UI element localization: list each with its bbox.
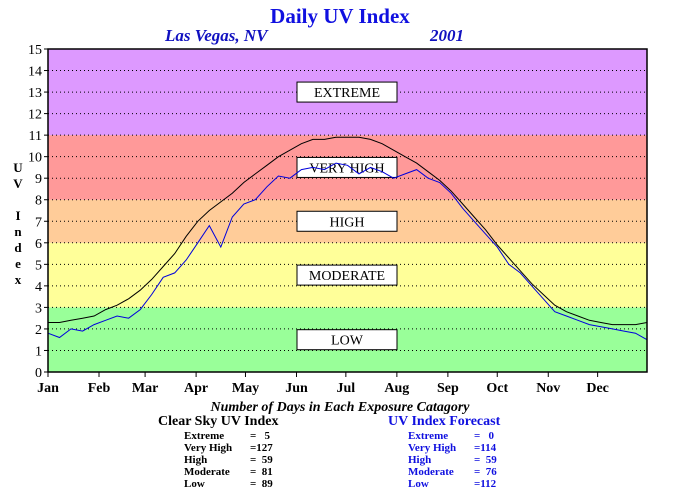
forecast-heading: UV Index Forecast (388, 414, 501, 429)
table-row-value: = 76 (474, 466, 497, 478)
series-line-forecast (47, 162, 648, 341)
x-tick-label: May (232, 381, 259, 396)
y-tick-label: 5 (35, 258, 42, 273)
y-axis-label-char: U (13, 160, 23, 175)
table-row: Very High =127 (184, 442, 273, 454)
chart-subtitle-year: 2001 (430, 26, 464, 45)
band-label: VERY HIGH (309, 161, 384, 176)
table-row-label: High (184, 454, 208, 466)
y-tick-label: 12 (28, 108, 42, 123)
table-row-value: = 89 (250, 478, 273, 490)
y-axis-label-char: d (14, 240, 22, 255)
table-row-label: Very High (408, 442, 457, 454)
table-row-value: =114 (474, 442, 497, 454)
y-axis-label-char: n (14, 224, 22, 239)
band-label-box (296, 264, 398, 286)
band-label: HIGH (330, 215, 365, 230)
table-row-value: = 0 (474, 430, 495, 442)
series-line-clear-sky (48, 136, 648, 326)
y-tick-label: 7 (35, 215, 42, 230)
x-tick-label: Feb (88, 381, 111, 396)
y-tick-label: 0 (35, 366, 42, 381)
y-axis-label-char: e (15, 256, 21, 271)
table-row: Extreme = 5 (184, 430, 270, 442)
y-tick-label: 2 (35, 323, 42, 338)
band-label-box (296, 210, 398, 232)
table-row: Extreme = 0 (408, 430, 494, 442)
y-tick-label: 14 (28, 65, 42, 80)
x-tick-label: Aug (384, 381, 409, 396)
table-row: Low =112 (408, 478, 496, 490)
y-tick-label: 4 (35, 280, 42, 295)
table-row-label: Extreme (184, 430, 225, 442)
table-row: Low = 89 (184, 478, 273, 490)
table-row-value: =127 (250, 442, 273, 454)
table-row-value: = 5 (250, 430, 271, 442)
y-tick-label: 15 (28, 43, 42, 58)
table-row-label: Moderate (184, 466, 230, 478)
y-tick-label: 10 (28, 151, 42, 166)
plot-frame (47, 48, 648, 373)
table-row-value: = 59 (250, 454, 273, 466)
y-tick-label: 8 (35, 194, 42, 209)
band-label-box (296, 156, 398, 178)
x-tick-label: Sep (437, 381, 459, 396)
table-row-value: = 59 (474, 454, 497, 466)
table-caption: Number of Days in Each Exposure Catagory (210, 400, 470, 415)
band-label-box (296, 81, 398, 103)
y-axis-label-char: I (15, 208, 21, 223)
table-row-label: High (408, 454, 432, 466)
y-tick-label: 1 (35, 344, 42, 359)
y-tick-label: 3 (35, 301, 42, 316)
chart-subtitle-location: Las Vegas, NV (165, 26, 268, 45)
table-row: High = 59 (184, 454, 273, 466)
y-tick-label: 13 (28, 86, 42, 101)
band-label: EXTREME (314, 86, 380, 101)
y-axis-label-char: x (14, 272, 22, 287)
band-label: LOW (331, 334, 364, 349)
x-tick-label: Jan (37, 381, 59, 396)
chart-title: Daily UV Index (270, 4, 410, 28)
y-tick-label: 6 (35, 237, 42, 252)
band-label-box (296, 329, 398, 351)
x-tick-label: Nov (536, 381, 560, 396)
y-tick-label: 9 (35, 172, 42, 187)
table-row: High = 59 (408, 454, 497, 466)
y-tick-label: 11 (29, 129, 42, 144)
table-row-label: Moderate (408, 466, 454, 478)
band-label: MODERATE (309, 269, 385, 284)
x-tick-label: Dec (586, 381, 609, 396)
table-row: Very High =114 (408, 442, 496, 454)
y-axis-label-char: V (13, 176, 23, 191)
table-row: Moderate = 81 (184, 466, 273, 478)
table-row-label: Very High (184, 442, 233, 454)
table-row-label: Low (184, 478, 205, 490)
table-row-label: Low (408, 478, 429, 490)
x-tick-label: Jul (337, 381, 356, 396)
x-tick-label: Apr (184, 381, 208, 396)
table-row: Moderate = 76 (408, 466, 497, 478)
table-row-value: = 81 (250, 466, 273, 478)
x-tick-label: Jun (285, 381, 308, 396)
clear-sky-heading: Clear Sky UV Index (158, 414, 279, 429)
x-tick-label: Oct (486, 381, 508, 396)
table-row-label: Extreme (408, 430, 449, 442)
x-tick-label: Mar (132, 381, 158, 396)
table-row-value: =112 (474, 478, 497, 490)
